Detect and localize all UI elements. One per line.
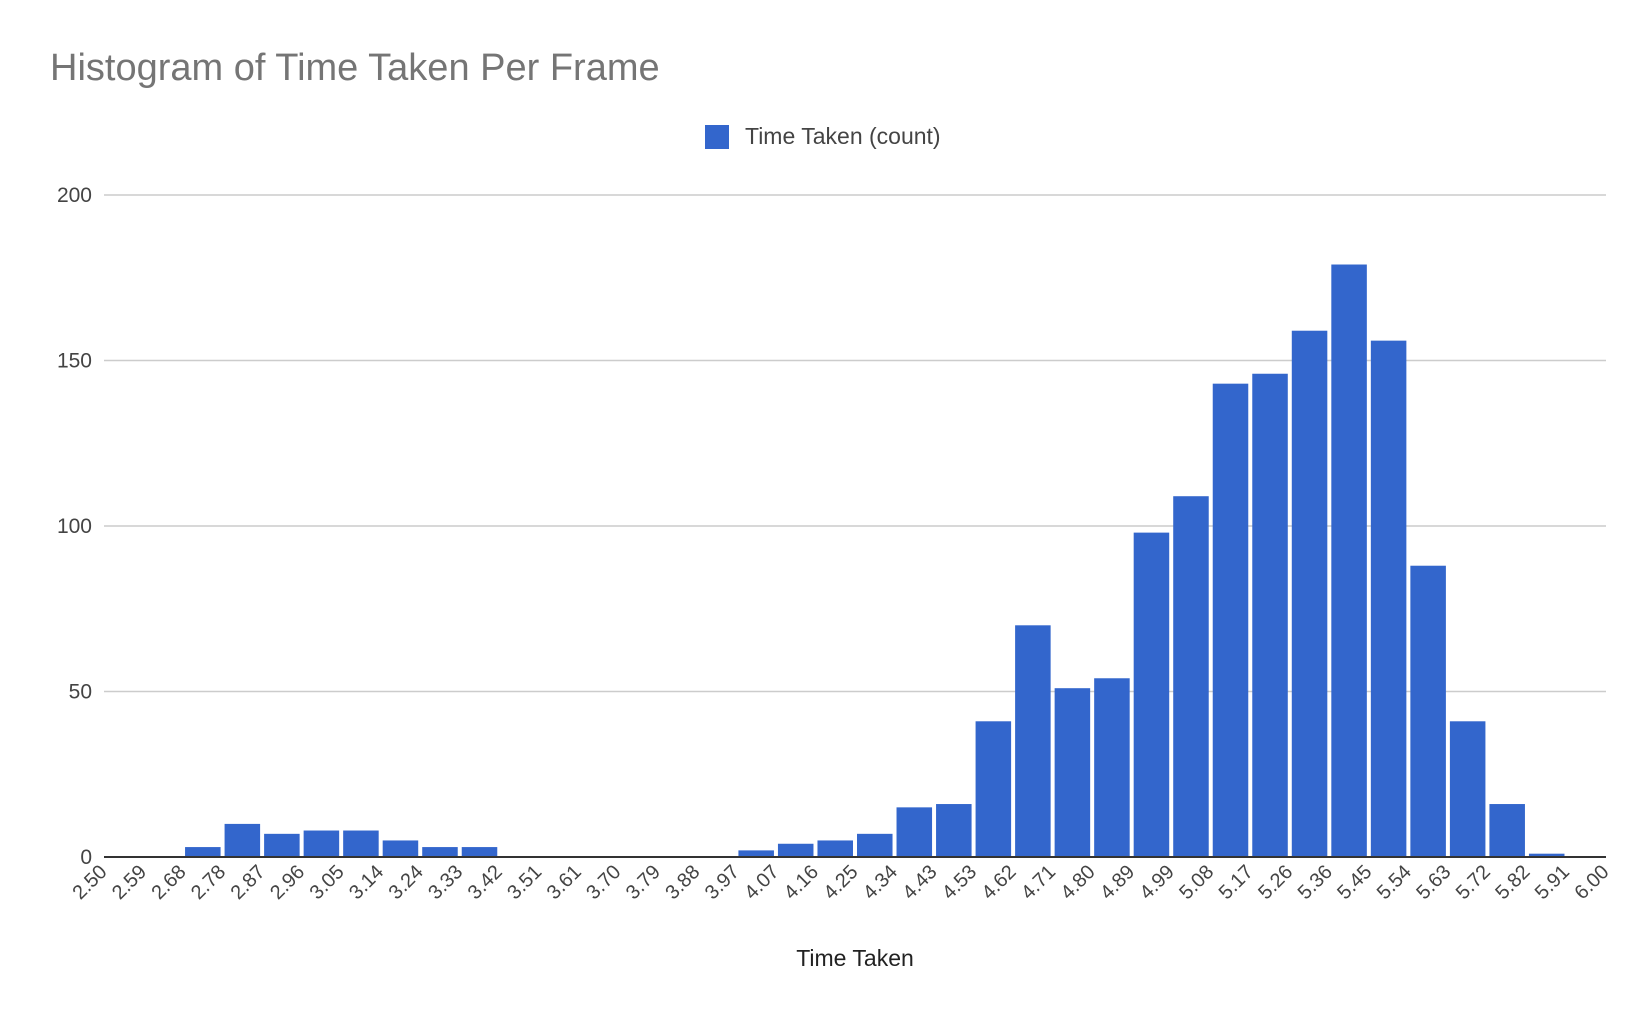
- x-tick-label: 2.96: [266, 861, 309, 904]
- bars: [185, 264, 1565, 858]
- x-tick-label: 5.17: [1215, 861, 1258, 904]
- x-tick-label: 2.78: [187, 861, 230, 904]
- histogram-bar[interactable]: [185, 847, 221, 857]
- x-tick-label: 3.33: [424, 861, 467, 904]
- x-tick-label: 4.34: [859, 861, 902, 904]
- x-tick-label: 2.87: [227, 861, 270, 904]
- histogram-bar[interactable]: [1370, 340, 1407, 857]
- x-tick-label: 5.45: [1333, 861, 1376, 904]
- histogram-bar[interactable]: [738, 850, 774, 857]
- x-tick-label: 2.59: [108, 861, 151, 904]
- histogram-bar[interactable]: [1212, 383, 1249, 857]
- x-tick-label: 5.54: [1373, 861, 1416, 904]
- histogram-bar[interactable]: [422, 847, 458, 857]
- histogram-bar[interactable]: [1528, 853, 1565, 857]
- histogram-bar[interactable]: [1252, 373, 1288, 857]
- histogram-bar[interactable]: [817, 840, 853, 857]
- x-tick-label: 4.16: [780, 861, 823, 904]
- histogram-bar[interactable]: [1449, 721, 1486, 857]
- histogram-bar[interactable]: [1173, 496, 1209, 857]
- x-tick-label: 5.26: [1254, 861, 1297, 904]
- y-tick-label: 50: [69, 681, 92, 704]
- legend-swatch: [705, 125, 729, 149]
- y-tick-label: 200: [57, 184, 92, 207]
- chart-title: Histogram of Time Taken Per Frame: [50, 47, 660, 89]
- histogram-bar[interactable]: [1489, 804, 1525, 857]
- x-tick-label: 3.24: [385, 861, 428, 904]
- x-tick-label: 3.88: [661, 861, 704, 904]
- y-tick-label: 100: [57, 515, 92, 538]
- histogram-bar[interactable]: [1133, 532, 1170, 857]
- x-tick-label: 4.53: [938, 861, 981, 904]
- x-tick-label: 3.97: [701, 861, 744, 904]
- legend[interactable]: Time Taken (count): [705, 123, 941, 149]
- histogram-bar[interactable]: [936, 804, 972, 857]
- histogram-bar[interactable]: [1054, 688, 1091, 857]
- x-tick-label: 2.50: [68, 861, 111, 904]
- histogram-bar[interactable]: [777, 843, 814, 857]
- x-tick-label: 3.70: [582, 861, 625, 904]
- x-axis-ticks: 2.502.592.682.782.872.963.053.143.243.33…: [68, 861, 1613, 904]
- histogram-bar[interactable]: [343, 830, 379, 857]
- x-tick-label: 3.51: [503, 861, 546, 904]
- histogram-bar[interactable]: [1094, 678, 1130, 857]
- x-tick-label: 4.80: [1057, 861, 1100, 904]
- histogram-bar[interactable]: [461, 847, 498, 857]
- histogram-bar[interactable]: [382, 840, 419, 857]
- histogram-bar[interactable]: [975, 721, 1012, 857]
- x-tick-label: 2.68: [147, 861, 190, 904]
- x-tick-label: 5.82: [1491, 861, 1534, 904]
- y-tick-label: 150: [57, 350, 92, 373]
- histogram-bar[interactable]: [1015, 625, 1051, 857]
- x-tick-label: 5.63: [1412, 861, 1455, 904]
- x-tick-label: 3.79: [622, 861, 665, 904]
- histogram-bar[interactable]: [264, 833, 300, 857]
- histogram-bar[interactable]: [303, 830, 340, 857]
- histogram-bar[interactable]: [224, 823, 261, 857]
- x-tick-label: 5.08: [1175, 861, 1218, 904]
- x-tick-label: 5.36: [1294, 861, 1337, 904]
- histogram-bar[interactable]: [1331, 264, 1367, 857]
- x-tick-label: 4.07: [740, 861, 783, 904]
- x-tick-label: 4.71: [1017, 861, 1060, 904]
- x-tick-label: 3.42: [464, 861, 507, 904]
- x-tick-label: 3.61: [543, 861, 586, 904]
- y-axis-ticks: 0 50 100 150 200: [57, 184, 92, 869]
- y-tick-label: 0: [80, 846, 92, 869]
- histogram-bar[interactable]: [896, 807, 933, 857]
- x-tick-label: 4.89: [1096, 861, 1139, 904]
- x-tick-label: 5.91: [1531, 861, 1574, 904]
- x-axis-title: Time Taken: [796, 945, 914, 971]
- histogram-bar[interactable]: [857, 833, 893, 857]
- x-tick-label: 3.05: [306, 861, 349, 904]
- legend-label: Time Taken (count): [745, 123, 941, 149]
- histogram-bar[interactable]: [1410, 565, 1446, 857]
- x-tick-label: 5.72: [1452, 861, 1495, 904]
- histogram-bar[interactable]: [1291, 330, 1328, 858]
- x-tick-label: 3.14: [345, 861, 388, 904]
- x-tick-label: 4.99: [1136, 861, 1179, 904]
- x-tick-label: 4.25: [819, 861, 862, 904]
- x-tick-label: 4.62: [978, 861, 1021, 904]
- x-tick-label: 4.43: [898, 861, 941, 904]
- x-tick-label: 6.00: [1570, 861, 1613, 904]
